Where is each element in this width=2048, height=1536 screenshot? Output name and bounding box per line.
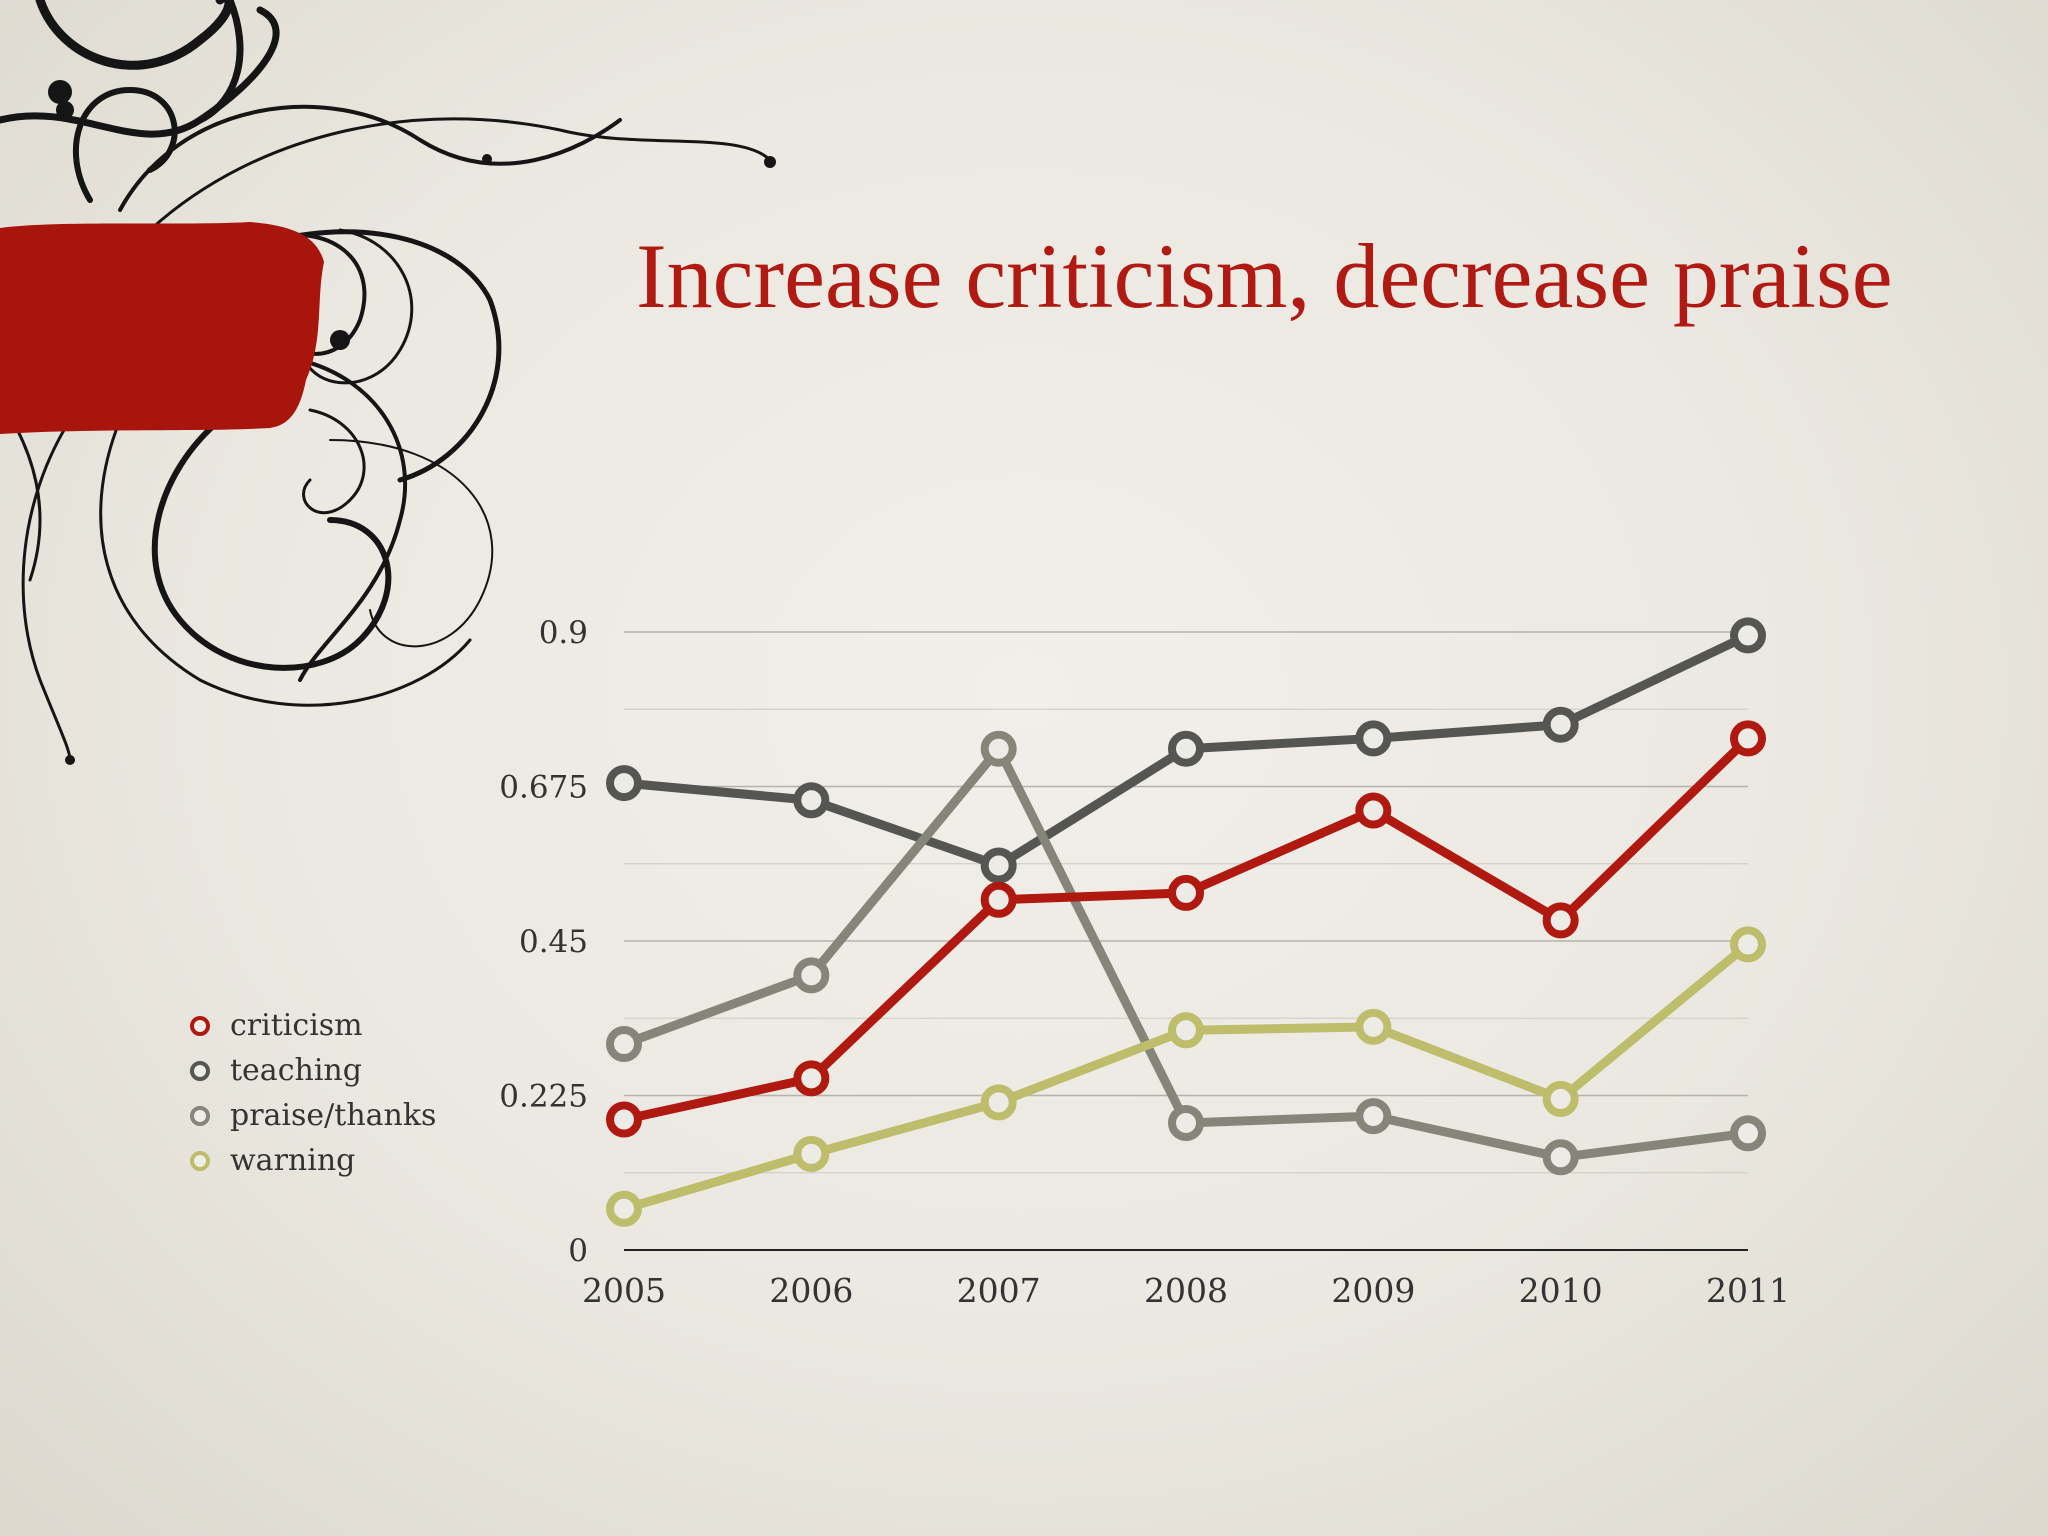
legend-label: warning	[230, 1143, 356, 1178]
legend-item: warning	[190, 1138, 436, 1183]
data-point-praise-thanks	[1168, 1104, 1204, 1141]
x-tick-label: 2011	[1706, 1271, 1790, 1310]
x-tick-label: 2006	[769, 1271, 853, 1310]
data-point-criticism	[1542, 902, 1579, 939]
data-point-criticism	[606, 1101, 642, 1138]
data-point-criticism	[793, 1060, 830, 1097]
series-warning	[606, 926, 1766, 1227]
legend-item: teaching	[190, 1048, 436, 1093]
y-tick-label: 0.45	[519, 924, 588, 960]
series-teaching	[606, 617, 1766, 884]
x-tick-label: 2008	[1144, 1271, 1228, 1310]
legend-label: teaching	[230, 1053, 362, 1088]
series-lines	[606, 617, 1766, 1227]
swirl-dots	[48, 80, 776, 765]
data-point-warning	[606, 1190, 642, 1227]
data-point-teaching	[793, 782, 830, 819]
legend-marker	[190, 1015, 210, 1036]
data-point-warning	[1730, 926, 1766, 963]
data-point-teaching	[980, 847, 1017, 884]
data-point-warning	[1168, 1012, 1204, 1049]
data-point-praise-thanks	[1730, 1115, 1766, 1152]
legend-label: praise/thanks	[230, 1098, 437, 1133]
data-point-praise-thanks	[606, 1026, 642, 1062]
data-point-praise-thanks	[1355, 1098, 1392, 1135]
data-point-praise-thanks	[980, 730, 1017, 767]
chart-legend: criticism teaching praise/thanks warning	[190, 1003, 436, 1183]
legend-marker	[190, 1060, 210, 1081]
x-tick-label: 2009	[1331, 1271, 1415, 1310]
data-point-praise-thanks	[1542, 1139, 1579, 1176]
x-tick-label: 2005	[582, 1271, 666, 1310]
legend-item: criticism	[190, 1003, 436, 1048]
data-point-warning	[1542, 1080, 1579, 1117]
data-point-teaching	[1542, 706, 1579, 743]
data-point-criticism	[1168, 874, 1204, 911]
data-point-teaching	[1730, 617, 1766, 654]
series-criticism	[606, 720, 1766, 1138]
data-point-criticism	[1355, 792, 1392, 829]
legend-marker	[190, 1150, 210, 1171]
data-point-warning	[1355, 1008, 1392, 1045]
data-point-teaching	[1355, 720, 1392, 757]
x-tick-label: 2007	[957, 1271, 1041, 1310]
data-point-teaching	[606, 765, 642, 802]
red-paint-stroke	[0, 222, 324, 434]
data-point-warning	[980, 1084, 1017, 1121]
slide-title: Increase criticism, decrease praise	[636, 225, 1893, 327]
x-tick-label: 2010	[1519, 1271, 1603, 1310]
y-tick-label: 0	[568, 1233, 588, 1269]
y-tick-label: 0.9	[539, 615, 588, 651]
y-tick-label: 0.675	[499, 770, 588, 806]
data-point-criticism	[980, 881, 1017, 918]
y-tick-label: 0.225	[499, 1079, 588, 1115]
legend-item: praise/thanks	[190, 1093, 436, 1138]
legend-marker	[190, 1105, 210, 1126]
series-praise-thanks	[606, 730, 1766, 1176]
data-point-warning	[793, 1135, 830, 1172]
data-point-criticism	[1730, 720, 1766, 757]
y-axis-ticks: 0 0.225 0.45 0.675 0.9	[499, 615, 588, 1269]
data-point-teaching	[1168, 730, 1204, 767]
legend-label: criticism	[230, 1008, 363, 1043]
x-axis-ticks: 2005 2006 2007 2008 2009 2010 2011	[582, 1271, 1790, 1310]
data-point-praise-thanks	[793, 957, 830, 994]
